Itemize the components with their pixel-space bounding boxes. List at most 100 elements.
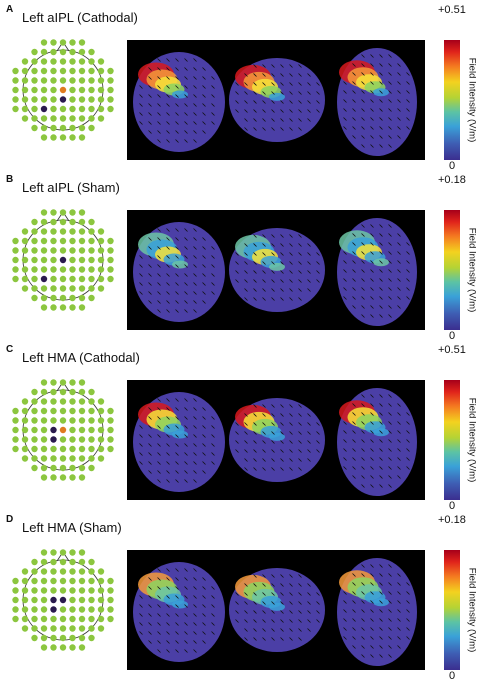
electrode-dot [31, 237, 38, 245]
electrode-dot [59, 577, 67, 585]
electrode-dot [40, 124, 48, 132]
electrode-dot [12, 256, 19, 264]
electrode-dot [31, 256, 38, 264]
electrode-dot [21, 596, 29, 604]
electrode-dot [88, 568, 95, 575]
electrode-dot [40, 558, 48, 566]
electrode-dot [12, 596, 19, 604]
anode-electrode [59, 86, 67, 94]
electrode-dot [69, 455, 76, 462]
electrode-dot [31, 577, 38, 585]
electrode-dot [107, 426, 114, 434]
electrode-dot [78, 247, 86, 254]
electrode-dot [40, 77, 48, 84]
electrode-dot [21, 455, 29, 462]
colorbar [444, 550, 460, 670]
panel-title: Left HMA (Cathodal) [22, 350, 140, 365]
electrode-dot [78, 67, 86, 75]
electrode-dot [31, 124, 38, 132]
electrode-dot [69, 596, 76, 604]
electrode-dot [12, 105, 19, 113]
electrode-dot [59, 455, 67, 462]
electrode-dot [69, 445, 76, 453]
electrode-dot [59, 285, 67, 292]
electrode-dot [59, 388, 67, 396]
electrode-dot [31, 436, 38, 443]
electrode-dot [59, 558, 67, 566]
electrode-dot [78, 464, 86, 472]
electrode-dot [59, 407, 67, 415]
electrode-dot [59, 77, 67, 84]
electrode-dot [21, 625, 29, 632]
colorbar-min: 0 [449, 500, 456, 512]
electrode-dot [59, 568, 67, 575]
electrode-dot [31, 398, 38, 405]
electrode-dot [21, 445, 29, 453]
colorbar-min: 0 [449, 670, 456, 682]
electrode-dot [50, 417, 57, 424]
electrode-dot [31, 455, 38, 462]
electrode-dot [97, 266, 105, 273]
electrode-dot [59, 379, 67, 386]
electrode-dot [78, 388, 86, 396]
electrode-dot [40, 577, 48, 585]
axial-slice [337, 558, 417, 666]
electrode-dot [50, 67, 57, 75]
electrode-dot [78, 77, 86, 84]
electrode-dot [69, 256, 76, 264]
electrode-dot [78, 266, 86, 273]
electrode-dot [40, 266, 48, 273]
electrode-dot [31, 426, 38, 434]
cathode-electrode [59, 96, 67, 103]
electrode-dot [21, 407, 29, 415]
electrode-dot [69, 247, 76, 254]
electrode-dot [31, 625, 38, 632]
electrode-dot [21, 105, 29, 113]
electrode-dot [88, 228, 95, 235]
cathode-electrode [59, 256, 67, 264]
electrode-dot [78, 445, 86, 453]
electrode-dot [88, 587, 95, 594]
electrode-dot [69, 417, 76, 424]
electrode-dot [50, 474, 57, 481]
colorbar-label-wrap: Field Intensity (V/m) [466, 210, 478, 330]
electrode-dot [40, 587, 48, 594]
electrode-dot [50, 445, 57, 453]
electrode-dot [21, 77, 29, 84]
electrode-dot [21, 275, 29, 283]
electrode-dot [40, 625, 48, 632]
electrode-dot [50, 634, 57, 642]
electrode-dot [21, 398, 29, 405]
electrode-dot [78, 474, 86, 481]
electrode-dot [78, 115, 86, 122]
electrode-dot [107, 256, 114, 264]
electrode-dot [78, 549, 86, 556]
electrode-dot [12, 86, 19, 94]
electrode-dot [88, 105, 95, 113]
electrode-dot [97, 587, 105, 594]
electrode-dot [69, 644, 76, 651]
electrode-dot [59, 587, 67, 594]
electrode-dot [12, 96, 19, 103]
electrode-dot [21, 237, 29, 245]
electrode-dot [97, 445, 105, 453]
electrode-dot [107, 247, 114, 254]
cathode-electrode [50, 426, 57, 434]
electrode-dot [31, 218, 38, 226]
electrode-dot [59, 445, 67, 453]
electrode-dot [78, 237, 86, 245]
electrode-dot [31, 266, 38, 273]
electrode-dot [78, 558, 86, 566]
electrode-dot [88, 445, 95, 453]
electrode-dot [59, 304, 67, 311]
colorbar-max: +0.51 [438, 4, 466, 16]
electrode-dot [50, 587, 57, 594]
axial-slice [337, 48, 417, 156]
electrode-dot [88, 48, 95, 56]
panel-letter: D [6, 514, 14, 525]
electrode-dot [69, 407, 76, 415]
electrode-dot [21, 285, 29, 292]
electrode-dot [107, 417, 114, 424]
electrode-dot [69, 96, 76, 103]
sagittal-slice [229, 398, 325, 482]
